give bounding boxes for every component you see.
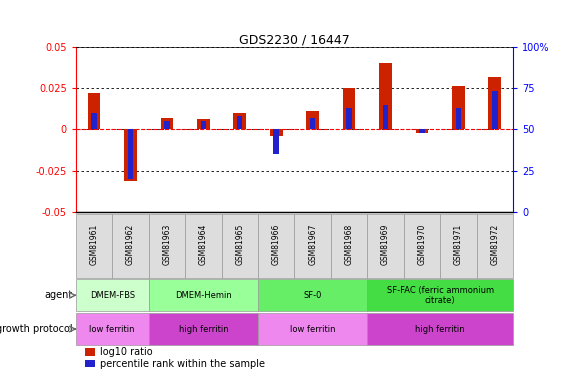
- Text: GSM81961: GSM81961: [90, 223, 99, 265]
- Text: percentile rank within the sample: percentile rank within the sample: [100, 359, 265, 369]
- Text: GSM81966: GSM81966: [272, 223, 280, 265]
- Bar: [489, 76, 501, 129]
- Bar: [149, 214, 185, 278]
- Bar: [476, 214, 513, 278]
- Bar: [233, 113, 246, 129]
- Text: high ferritin: high ferritin: [415, 324, 465, 334]
- Bar: [440, 214, 476, 278]
- Bar: [258, 313, 367, 345]
- Bar: [403, 214, 440, 278]
- Bar: [149, 313, 258, 345]
- Bar: [112, 214, 149, 278]
- Text: low ferritin: low ferritin: [89, 324, 135, 334]
- Title: GDS2230 / 16447: GDS2230 / 16447: [239, 34, 350, 47]
- Bar: [367, 214, 403, 278]
- Bar: [270, 129, 283, 136]
- Text: high ferritin: high ferritin: [178, 324, 228, 334]
- Bar: [416, 129, 429, 133]
- Bar: [197, 120, 210, 129]
- Bar: [222, 214, 258, 278]
- Bar: [306, 111, 319, 129]
- Bar: [273, 129, 279, 154]
- Bar: [492, 92, 497, 129]
- Bar: [237, 116, 243, 129]
- Text: SF-FAC (ferric ammonium
citrate): SF-FAC (ferric ammonium citrate): [387, 286, 494, 305]
- Text: DMEM-Hemin: DMEM-Hemin: [175, 291, 231, 300]
- Bar: [128, 129, 133, 179]
- Bar: [419, 129, 424, 133]
- Bar: [310, 118, 315, 129]
- Bar: [164, 121, 170, 129]
- Bar: [294, 214, 331, 278]
- Bar: [185, 214, 222, 278]
- Bar: [367, 279, 513, 311]
- Text: GSM81971: GSM81971: [454, 223, 463, 265]
- Bar: [85, 360, 96, 368]
- Text: GSM81963: GSM81963: [163, 223, 171, 265]
- Text: GSM81972: GSM81972: [490, 223, 499, 265]
- Text: GSM81969: GSM81969: [381, 223, 390, 265]
- Text: agent: agent: [44, 290, 72, 300]
- Text: SF-0: SF-0: [303, 291, 322, 300]
- Bar: [258, 279, 367, 311]
- Bar: [149, 279, 258, 311]
- Text: GSM81968: GSM81968: [345, 223, 353, 265]
- Bar: [201, 121, 206, 129]
- Bar: [383, 105, 388, 129]
- Text: low ferritin: low ferritin: [290, 324, 335, 334]
- Bar: [76, 214, 112, 278]
- Bar: [346, 108, 352, 129]
- Text: GSM81962: GSM81962: [126, 223, 135, 265]
- Bar: [160, 118, 173, 129]
- Bar: [87, 93, 100, 129]
- Text: growth protocol: growth protocol: [0, 324, 72, 334]
- Text: GSM81965: GSM81965: [236, 223, 244, 265]
- Bar: [76, 313, 149, 345]
- Bar: [452, 87, 465, 129]
- Bar: [258, 214, 294, 278]
- Text: GSM81964: GSM81964: [199, 223, 208, 265]
- Bar: [343, 88, 356, 129]
- Bar: [76, 279, 149, 311]
- Bar: [379, 63, 392, 129]
- Bar: [124, 129, 137, 180]
- Bar: [92, 113, 97, 129]
- Bar: [367, 313, 513, 345]
- Text: DMEM-FBS: DMEM-FBS: [90, 291, 135, 300]
- Text: log10 ratio: log10 ratio: [100, 347, 153, 357]
- Bar: [331, 214, 367, 278]
- Text: GSM81970: GSM81970: [417, 223, 426, 265]
- Bar: [85, 348, 96, 355]
- Text: GSM81967: GSM81967: [308, 223, 317, 265]
- Bar: [456, 108, 461, 129]
